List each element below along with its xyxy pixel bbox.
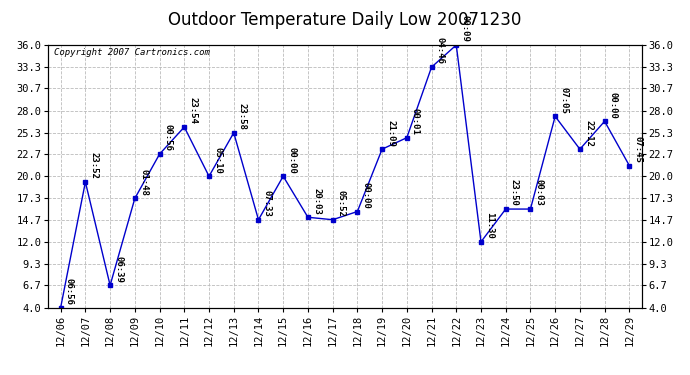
- Text: 06:39: 06:39: [115, 256, 124, 283]
- Text: 00:01: 00:01: [411, 108, 420, 135]
- Text: 22:12: 22:12: [584, 120, 593, 146]
- Text: 11:30: 11:30: [485, 212, 494, 239]
- Text: Copyright 2007 Cartronics.com: Copyright 2007 Cartronics.com: [55, 48, 210, 57]
- Text: 23:50: 23:50: [510, 179, 519, 206]
- Text: 01:48: 01:48: [139, 169, 148, 196]
- Text: 05:52: 05:52: [337, 190, 346, 217]
- Text: 20:03: 20:03: [312, 188, 321, 214]
- Text: 23:52: 23:52: [90, 152, 99, 179]
- Text: 21:09: 21:09: [386, 120, 395, 146]
- Text: 00:00: 00:00: [287, 147, 296, 174]
- Text: 07:45: 07:45: [633, 136, 642, 163]
- Text: 23:54: 23:54: [188, 98, 197, 124]
- Text: 04:46: 04:46: [435, 38, 444, 64]
- Text: 23:58: 23:58: [238, 103, 247, 130]
- Text: 07:05: 07:05: [560, 87, 569, 114]
- Text: 00:56: 00:56: [164, 124, 172, 152]
- Text: 05:10: 05:10: [213, 147, 222, 174]
- Text: 00:00: 00:00: [609, 92, 618, 118]
- Text: Outdoor Temperature Daily Low 20071230: Outdoor Temperature Daily Low 20071230: [168, 11, 522, 29]
- Text: 00:09: 00:09: [460, 15, 469, 42]
- Text: 00:03: 00:03: [535, 179, 544, 206]
- Text: 07:33: 07:33: [263, 190, 272, 217]
- Text: 06:56: 06:56: [65, 278, 74, 305]
- Text: 00:00: 00:00: [362, 182, 371, 209]
